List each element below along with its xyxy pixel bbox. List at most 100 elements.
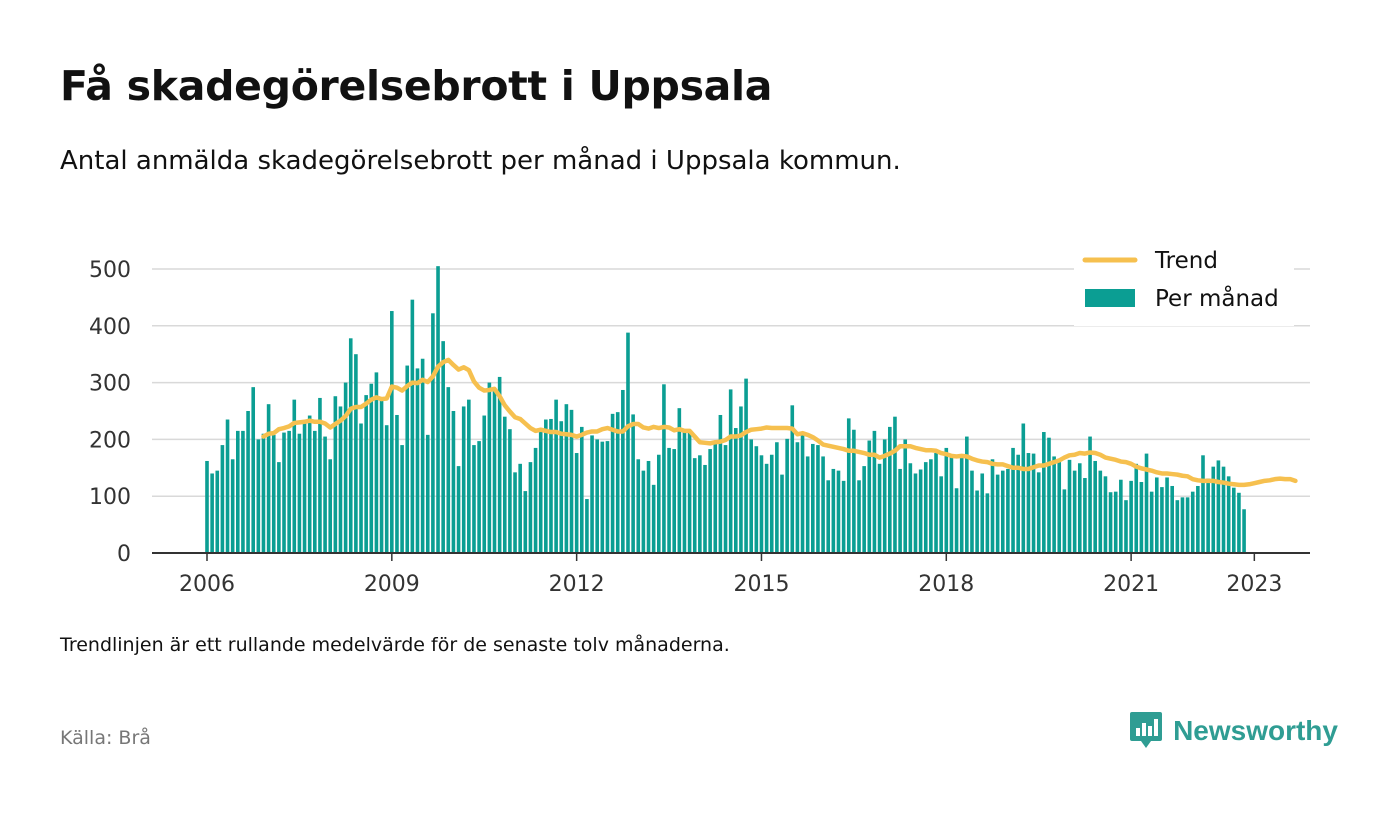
bar — [1221, 466, 1226, 553]
x-axis-ticks: 2006 2009 2012 2015 2018 2021 2023 — [179, 553, 1282, 597]
bar — [1165, 477, 1169, 553]
y-tick-label: 500 — [89, 258, 131, 283]
bar — [1052, 456, 1056, 553]
bar — [857, 480, 861, 553]
x-tick-label: 2006 — [179, 572, 235, 597]
bar — [333, 396, 338, 553]
bar — [256, 439, 261, 553]
bar — [795, 442, 800, 553]
bar — [467, 399, 471, 553]
bar — [482, 415, 487, 553]
bar — [251, 387, 256, 553]
bar — [461, 406, 466, 553]
bar — [1057, 459, 1062, 553]
bar — [487, 382, 492, 553]
bar — [569, 409, 574, 553]
bar — [277, 462, 281, 553]
bar — [939, 476, 943, 553]
bar — [970, 470, 974, 553]
bar — [790, 405, 795, 553]
bar — [1216, 460, 1221, 553]
brand-logo[interactable]: Newsworthy — [1129, 711, 1338, 751]
bar-series — [205, 266, 1246, 553]
bar — [533, 447, 538, 553]
bar — [230, 459, 235, 553]
bar — [497, 376, 502, 553]
y-tick-label: 200 — [89, 428, 131, 453]
bar — [359, 423, 363, 553]
bar — [384, 425, 389, 553]
bar — [995, 474, 1000, 553]
bar — [323, 436, 327, 553]
bar — [918, 469, 923, 553]
legend-bars-label: Per månad — [1155, 284, 1279, 312]
bar — [1185, 497, 1190, 553]
bar — [292, 399, 297, 553]
source-label: Källa: Brå — [60, 727, 151, 749]
trend-series — [261, 357, 1298, 488]
bar — [400, 445, 404, 553]
bar — [713, 441, 718, 553]
bar — [872, 430, 877, 553]
bar — [215, 470, 220, 553]
bar — [656, 454, 661, 553]
legend-background — [1074, 240, 1294, 326]
bar — [513, 472, 517, 553]
bar — [610, 413, 615, 553]
bar — [677, 408, 682, 553]
legend-trend-label: Trend — [1154, 248, 1218, 274]
bar — [1201, 455, 1205, 553]
bar — [374, 372, 379, 553]
bar — [846, 418, 851, 553]
bar — [538, 429, 543, 553]
bar — [831, 468, 836, 553]
bar — [800, 433, 805, 553]
bar — [1006, 468, 1010, 553]
bar — [544, 419, 548, 553]
bar — [985, 493, 990, 553]
bar — [261, 433, 266, 553]
bar — [1103, 476, 1108, 553]
bar — [1083, 478, 1087, 553]
bar — [590, 435, 594, 553]
bar — [775, 442, 779, 553]
bar — [1154, 477, 1159, 553]
bar — [636, 459, 641, 553]
bar — [698, 455, 702, 553]
bar — [1211, 466, 1216, 553]
bar — [626, 332, 630, 553]
bar — [959, 456, 964, 553]
bar — [441, 341, 445, 553]
bar — [1093, 460, 1097, 553]
bar — [585, 499, 589, 553]
bar — [621, 389, 625, 553]
bar — [687, 430, 692, 553]
bar — [821, 456, 825, 553]
bar — [877, 463, 882, 553]
bar — [836, 470, 841, 553]
chart-title: Få skadegörelsebrott i Uppsala — [60, 62, 773, 110]
bar — [282, 432, 286, 553]
bar — [559, 421, 564, 553]
x-tick-label: 2018 — [918, 572, 974, 597]
bar — [523, 491, 528, 553]
bar — [913, 473, 918, 553]
brand-name: Newsworthy — [1173, 715, 1338, 746]
bar — [205, 460, 209, 553]
x-tick-label: 2009 — [364, 572, 420, 597]
bar — [980, 473, 985, 553]
bar — [297, 433, 302, 553]
bar — [549, 418, 553, 553]
bar — [1042, 432, 1046, 553]
bar — [415, 368, 420, 553]
bar — [785, 438, 789, 553]
bar — [236, 430, 240, 553]
bar — [554, 399, 558, 553]
bar — [564, 404, 569, 553]
bar — [307, 415, 312, 553]
bar — [744, 378, 748, 553]
bar — [318, 397, 322, 553]
trend-note: Trendlinjen är ett rullande medelvärde f… — [60, 634, 730, 656]
bar — [395, 414, 399, 553]
bar — [579, 426, 584, 553]
